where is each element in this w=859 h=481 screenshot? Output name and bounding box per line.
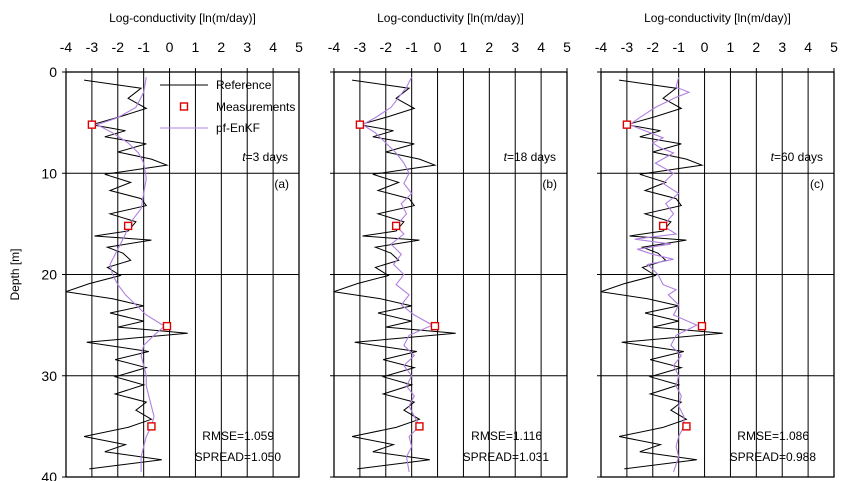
panel-data bbox=[601, 76, 723, 473]
x-tick-label: 0 bbox=[434, 39, 442, 55]
series-estimate-line bbox=[361, 76, 434, 472]
x-tick-label: 2 bbox=[485, 39, 493, 55]
spread-annotation: SPREAD=1.031 bbox=[463, 450, 550, 464]
time-annotation: t=18 days bbox=[504, 150, 556, 164]
panel-data bbox=[334, 76, 456, 472]
time-annotation: t=60 days bbox=[771, 150, 823, 164]
x-tick-label: 5 bbox=[830, 39, 838, 55]
measurement-point bbox=[123, 221, 133, 231]
x-tick-label: 1 bbox=[460, 39, 468, 55]
x-tick-label: 1 bbox=[192, 39, 200, 55]
series-estimate-line bbox=[628, 76, 699, 473]
x-tick-label: 0 bbox=[166, 39, 174, 55]
x-tick-label: -2 bbox=[380, 39, 393, 55]
panel-a: -4 -3 -2 -1 0 1 2 3 4 5 Log-conductivity [ln(m/day… bbox=[60, 11, 303, 478]
measurement-point bbox=[391, 221, 401, 231]
legend-swatch-measurements bbox=[179, 102, 189, 111]
y-tick-label: 30 bbox=[41, 368, 57, 384]
legend: Reference Measurements pf-EnKF bbox=[160, 78, 295, 135]
x-tick-label: -2 bbox=[647, 39, 660, 55]
x-tick-label: 0 bbox=[701, 39, 709, 55]
legend-label-estimate: pf-EnKF bbox=[216, 121, 260, 135]
measurement-point bbox=[622, 120, 632, 129]
x-tick-label: 4 bbox=[804, 39, 812, 55]
time-annotation: t=3 days bbox=[242, 150, 288, 164]
x-tick-label: 5 bbox=[563, 39, 571, 55]
time-value: =3 days bbox=[246, 150, 288, 164]
rmse-annotation: RMSE=1.086 bbox=[737, 429, 809, 443]
x-tick-label: -1 bbox=[405, 39, 418, 55]
measurement-point bbox=[658, 221, 668, 231]
series-estimate-line bbox=[95, 77, 166, 472]
x-tick-label: -4 bbox=[595, 39, 608, 55]
measurement-point bbox=[355, 120, 365, 129]
x-tick-label: -3 bbox=[621, 39, 634, 55]
x-axis-title: Log-conductivity [ln(m/day)] bbox=[377, 11, 524, 25]
x-tick-label: -2 bbox=[112, 39, 125, 55]
panel-b: -4 -3 -2 -1 0 1 2 3 4 5 Log-conductivity [ln(m/day… bbox=[328, 11, 571, 478]
series-reference-line bbox=[66, 79, 188, 470]
measurement-point bbox=[87, 120, 97, 129]
panel-c: -4 -3 -2 -1 0 1 2 3 4 5 Log-conductivity [ln(m/day… bbox=[595, 11, 838, 478]
spread-annotation: SPREAD=1.050 bbox=[195, 450, 282, 464]
y-tick-label: 0 bbox=[49, 64, 57, 80]
panel-label: (c) bbox=[810, 177, 824, 191]
panel-data bbox=[66, 77, 188, 472]
x-tick-label: 3 bbox=[511, 39, 519, 55]
spread-annotation: SPREAD=0.988 bbox=[730, 450, 817, 464]
y-axis-title: Depth [m] bbox=[8, 248, 22, 300]
x-tick-label: -3 bbox=[86, 39, 99, 55]
x-tick-label: 2 bbox=[217, 39, 225, 55]
panel-label: (b) bbox=[542, 177, 557, 191]
x-tick-label: -1 bbox=[672, 39, 685, 55]
series-reference-line bbox=[334, 79, 456, 470]
legend-label-reference: Reference bbox=[216, 78, 272, 92]
time-value: =60 days bbox=[774, 150, 823, 164]
y-tick-label: 40 bbox=[41, 469, 57, 481]
x-tick-label: -1 bbox=[137, 39, 150, 55]
x-tick-label: 3 bbox=[778, 39, 786, 55]
x-tick-label: 4 bbox=[537, 39, 545, 55]
x-tick-label: 3 bbox=[243, 39, 251, 55]
x-tick-label: 4 bbox=[269, 39, 277, 55]
y-tick-label: 20 bbox=[41, 267, 57, 283]
rmse-annotation: RMSE=1.059 bbox=[202, 429, 274, 443]
x-tick-label: 5 bbox=[295, 39, 303, 55]
x-tick-label: -4 bbox=[328, 39, 341, 55]
measurement-point bbox=[147, 422, 156, 431]
measurement-point bbox=[682, 422, 691, 431]
series-reference-line bbox=[601, 79, 723, 470]
x-tick-label: 2 bbox=[752, 39, 760, 55]
x-tick-label: -3 bbox=[354, 39, 367, 55]
measurement-point bbox=[697, 321, 707, 331]
panel-label: (a) bbox=[274, 177, 289, 191]
time-value: =18 days bbox=[507, 150, 556, 164]
rmse-annotation: RMSE=1.116 bbox=[471, 429, 542, 443]
measurement-point bbox=[415, 422, 424, 431]
measurement-point bbox=[430, 321, 440, 331]
x-tick-label: -4 bbox=[60, 39, 73, 55]
measurement-point bbox=[162, 321, 172, 331]
x-tick-label: 1 bbox=[727, 39, 735, 55]
x-axis-title: Log-conductivity [ln(m/day)] bbox=[644, 11, 791, 25]
legend-label-measurements: Measurements bbox=[216, 100, 295, 114]
x-axis-title: Log-conductivity [ln(m/day)] bbox=[109, 11, 256, 25]
time-variable: t bbox=[504, 150, 508, 164]
time-variable: t bbox=[771, 150, 775, 164]
time-variable: t bbox=[242, 150, 246, 164]
y-tick-label: 10 bbox=[41, 165, 57, 181]
